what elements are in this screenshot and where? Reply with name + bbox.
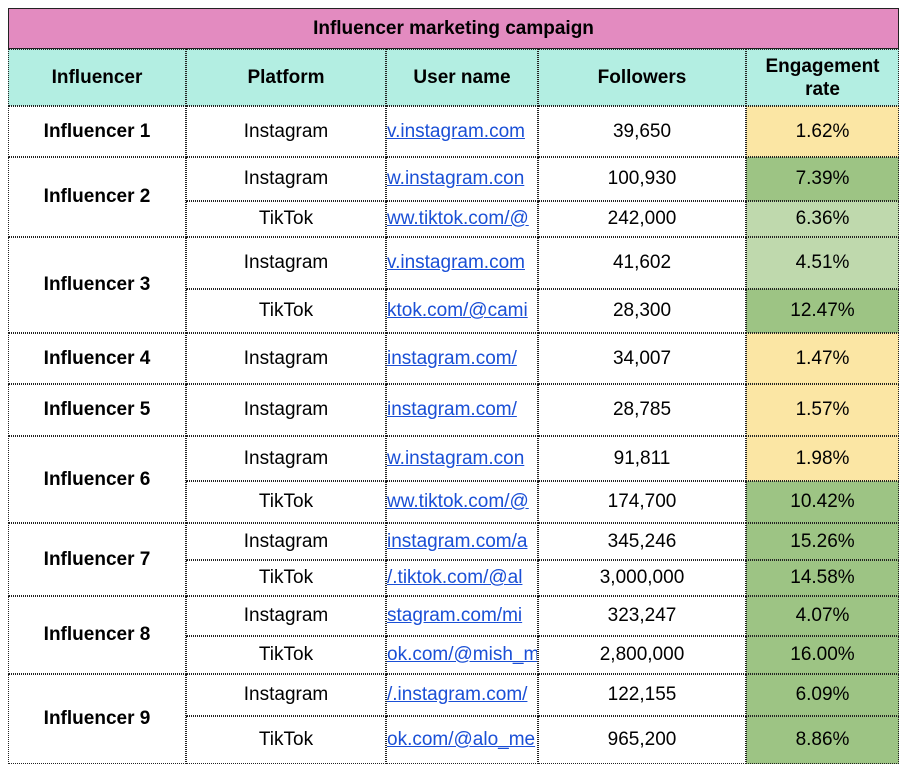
influencer-name: Influencer 4 — [8, 333, 186, 384]
followers-cell: 345,246 — [538, 523, 746, 560]
username-link[interactable]: /.instagram.com/ — [386, 674, 538, 716]
username-link-text[interactable]: v.instagram.com — [387, 252, 525, 273]
username-link-text[interactable]: /.instagram.com/ — [387, 684, 528, 705]
platform-cell: Instagram — [186, 674, 386, 716]
header-followers: Followers — [538, 49, 746, 106]
influencer-name: Influencer 8 — [8, 596, 186, 674]
followers-cell: 28,300 — [538, 289, 746, 333]
username-link[interactable]: /.tiktok.com/@al — [386, 560, 538, 596]
platform-cell: TikTok — [186, 636, 386, 674]
username-link[interactable]: ktok.com/@cami — [386, 289, 538, 333]
username-link[interactable]: instagram.com/ — [386, 333, 538, 384]
engagement-rate-cell: 6.36% — [746, 201, 899, 237]
platform-cell: Instagram — [186, 384, 386, 436]
engagement-rate-cell: 16.00% — [746, 636, 899, 674]
header-engagement-rate: Engagement rate — [746, 49, 899, 106]
engagement-rate-cell: 1.98% — [746, 436, 899, 481]
username-link[interactable]: instagram.com/a — [386, 523, 538, 560]
header-influencer: Influencer — [8, 49, 186, 106]
engagement-rate-cell: 8.86% — [746, 716, 899, 764]
engagement-rate-cell: 15.26% — [746, 523, 899, 560]
platform-cell: TikTok — [186, 716, 386, 764]
username-link-text[interactable]: ktok.com/@cami — [387, 300, 528, 321]
username-link-text[interactable]: ww.tiktok.com/@ — [387, 208, 529, 229]
followers-cell: 122,155 — [538, 674, 746, 716]
influencer-name: Influencer 2 — [8, 157, 186, 237]
engagement-rate-cell: 14.58% — [746, 560, 899, 596]
username-link-text[interactable]: stagram.com/mi — [387, 605, 523, 626]
followers-cell: 242,000 — [538, 201, 746, 237]
influencer-name: Influencer 9 — [8, 674, 186, 764]
platform-cell: TikTok — [186, 481, 386, 523]
followers-cell: 100,930 — [538, 157, 746, 201]
engagement-rate-cell: 4.51% — [746, 237, 899, 289]
username-link-text[interactable]: ok.com/@alo_me — [387, 729, 536, 750]
table-title: Influencer marketing campaign — [8, 8, 899, 49]
username-link[interactable]: ww.tiktok.com/@ — [386, 481, 538, 523]
followers-cell: 34,007 — [538, 333, 746, 384]
followers-cell: 91,811 — [538, 436, 746, 481]
influencer-name: Influencer 5 — [8, 384, 186, 436]
username-link[interactable]: w.instagram.con — [386, 157, 538, 201]
header-platform: Platform — [186, 49, 386, 106]
username-link[interactable]: ok.com/@mish_m — [386, 636, 538, 674]
username-link-text[interactable]: instagram.com/a — [387, 530, 528, 552]
followers-cell: 2,800,000 — [538, 636, 746, 674]
platform-cell: Instagram — [186, 436, 386, 481]
influencer-name: Influencer 3 — [8, 237, 186, 333]
followers-cell: 41,602 — [538, 237, 746, 289]
username-link[interactable]: v.instagram.com — [386, 237, 538, 289]
followers-cell: 39,650 — [538, 106, 746, 157]
influencer-name: Influencer 6 — [8, 436, 186, 523]
followers-cell: 3,000,000 — [538, 560, 746, 596]
username-link[interactable]: w.instagram.con — [386, 436, 538, 481]
platform-cell: TikTok — [186, 560, 386, 596]
username-link-text[interactable]: ww.tiktok.com/@ — [387, 491, 529, 512]
platform-cell: TikTok — [186, 201, 386, 237]
platform-cell: Instagram — [186, 596, 386, 636]
platform-cell: Instagram — [186, 157, 386, 201]
engagement-rate-cell: 7.39% — [746, 157, 899, 201]
platform-cell: Instagram — [186, 106, 386, 157]
username-link-text[interactable]: /.tiktok.com/@al — [387, 567, 523, 588]
username-link-text[interactable]: instagram.com/ — [387, 399, 517, 420]
username-link[interactable]: v.instagram.com — [386, 106, 538, 157]
engagement-rate-cell: 6.09% — [746, 674, 899, 716]
platform-cell: TikTok — [186, 289, 386, 333]
username-link-text[interactable]: instagram.com/ — [387, 347, 517, 369]
engagement-rate-cell: 12.47% — [746, 289, 899, 333]
username-link-text[interactable]: w.instagram.con — [387, 447, 525, 469]
followers-cell: 323,247 — [538, 596, 746, 636]
platform-cell: Instagram — [186, 237, 386, 289]
influencer-name: Influencer 7 — [8, 523, 186, 596]
influencer-name: Influencer 1 — [8, 106, 186, 157]
username-link[interactable]: instagram.com/ — [386, 384, 538, 436]
username-link-text[interactable]: v.instagram.com — [387, 120, 525, 142]
header-username: User name — [386, 49, 538, 106]
username-link-text[interactable]: w.instagram.con — [387, 168, 525, 189]
username-link-text[interactable]: ok.com/@mish_m — [387, 644, 538, 665]
username-link[interactable]: ok.com/@alo_me — [386, 716, 538, 764]
engagement-rate-cell: 1.57% — [746, 384, 899, 436]
platform-cell: Instagram — [186, 523, 386, 560]
engagement-rate-cell: 1.62% — [746, 106, 899, 157]
engagement-rate-cell: 1.47% — [746, 333, 899, 384]
followers-cell: 28,785 — [538, 384, 746, 436]
username-link[interactable]: ww.tiktok.com/@ — [386, 201, 538, 237]
platform-cell: Instagram — [186, 333, 386, 384]
username-link[interactable]: stagram.com/mi — [386, 596, 538, 636]
engagement-rate-cell: 10.42% — [746, 481, 899, 523]
engagement-rate-cell: 4.07% — [746, 596, 899, 636]
followers-cell: 174,700 — [538, 481, 746, 523]
followers-cell: 965,200 — [538, 716, 746, 764]
